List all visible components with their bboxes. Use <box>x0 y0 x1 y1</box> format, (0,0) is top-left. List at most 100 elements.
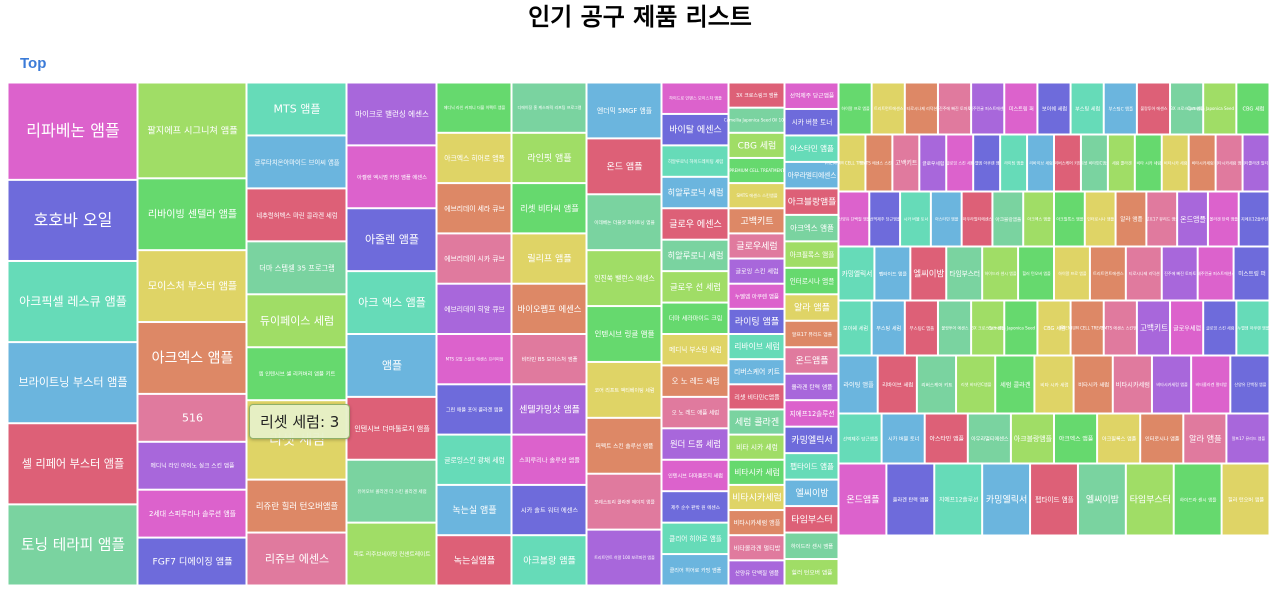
treemap-tile[interactable]: 아크블랑앰플 <box>1010 413 1055 464</box>
treemap-tile[interactable]: 티로시나제 리덕션 <box>1125 246 1162 301</box>
treemap-tile[interactable]: 엘씨이밤 <box>910 246 947 301</box>
treemap-tile[interactable]: 브라이트닝 부스터 앰플 <box>7 342 138 424</box>
treemap-tile[interactable]: 글루타치온아마이드 브이씨 앰플 <box>246 135 347 189</box>
treemap-tile[interactable]: 센텔카밍샷 앰플 <box>511 384 587 435</box>
treemap-tile[interactable]: 온드앰플 <box>1177 191 1208 247</box>
treemap-tile[interactable]: PREMIUM CELL TREATMENT <box>728 157 785 184</box>
treemap-tile[interactable]: 하이드라 센시 앰플 <box>784 532 839 560</box>
treemap-tile[interactable]: 리쥬란 힐러 턴오버앰플 <box>246 479 347 533</box>
treemap-tile[interactable]: 엘씨이밤 <box>1077 463 1126 536</box>
treemap-tile[interactable]: 코어 리프트 액티베이팅 세럼 <box>586 361 662 418</box>
treemap-tile[interactable]: 아크픽셀 레스큐 앰플 <box>7 260 138 343</box>
treemap-tile[interactable]: 글로잉 스킨 세럼 <box>1203 300 1237 356</box>
treemap-tile[interactable]: 보이쉐 세럼 <box>1037 82 1071 135</box>
treemap-tile[interactable]: 라이팅 앰플 <box>1000 134 1028 192</box>
treemap-tile[interactable]: 엘씨이밤 <box>784 479 839 507</box>
treemap-tile[interactable]: 듀이페이스 세럼 <box>246 294 347 348</box>
treemap-tile[interactable]: 글로잉 스킨 세럼 <box>946 134 975 192</box>
treemap-tile[interactable]: Camellia Japonica Seed Oil 100% <box>724 107 790 133</box>
treemap-tile[interactable]: 비타시카 세럼 <box>1161 134 1189 192</box>
treemap-tile[interactable]: 아크엑스 앰플 <box>1023 191 1055 247</box>
treemap-tile[interactable]: 누벨엠 아쿠렌 앰플 <box>971 134 1003 192</box>
treemap-tile[interactable]: 카밍엘릭서 <box>982 463 1031 536</box>
treemap-tile[interactable]: 제주민귤 퍼스트에센스 <box>1197 246 1235 301</box>
treemap-tile[interactable]: 아크블랑앰플 <box>784 188 839 215</box>
treemap-tile[interactable]: 힐러 턴오버 앰플 <box>1221 463 1270 536</box>
treemap-tile[interactable]: 스피루리나 솔루션 앰플 <box>511 434 587 485</box>
treemap-tile[interactable]: 지에프12솔루션 <box>1238 191 1270 247</box>
treemap-tile[interactable]: 미스트링 퍼 <box>1233 246 1270 301</box>
treemap-tile[interactable]: 선먹제주 당근앰플 <box>784 82 839 109</box>
treemap-tile[interactable]: 지에프12솔루션 <box>784 400 839 427</box>
treemap-tile[interactable]: 티로시나제 리덕션 <box>904 82 938 135</box>
treemap-tile[interactable]: 비타 시카 세럼 <box>1134 134 1162 192</box>
treemap-tile[interactable]: 메디닉 라인 아이노 실크 스킨 앰플 <box>137 441 247 490</box>
treemap-tile[interactable]: 알프17 뮤리드 앰플 <box>1146 191 1180 247</box>
treemap-tile[interactable]: 시카 버블 토너 <box>900 191 931 247</box>
treemap-tile[interactable]: 글로우세럼 <box>1170 300 1204 356</box>
treemap-tile[interactable]: 힐러 턴오버 앰플 <box>784 559 839 586</box>
treemap-tile[interactable]: 리버스케어 키트 <box>916 355 957 414</box>
treemap-tile[interactable]: 비타시카세럼 앰플 <box>728 510 785 536</box>
treemap-tile[interactable]: 리바이브 세럼 <box>728 334 785 360</box>
treemap-tile[interactable]: 오 노 레드 세럼 <box>661 365 729 397</box>
treemap-tile[interactable]: 글로잉 스킨 세럼 <box>728 258 785 284</box>
treemap-tile[interactable]: 알라 앰플 <box>1115 191 1147 247</box>
treemap-tile[interactable]: 온드앰플 <box>838 463 887 536</box>
treemap-tile[interactable]: 리바이브 세럼 <box>1027 134 1054 192</box>
treemap-tile[interactable]: 팔지에프 시그니쳐 앰플 <box>137 82 247 179</box>
treemap-tile[interactable]: 아젤렌 엑시멈 카밍 앰플 에센스 <box>346 145 437 209</box>
treemap-tile[interactable]: 비타시카세럼 <box>1188 134 1216 192</box>
treemap-tile[interactable]: 하이드라 센시 앰플 <box>982 246 1019 301</box>
treemap-tile[interactable]: 산양유 단백질 앰플 <box>728 560 785 586</box>
treemap-tile[interactable]: 선먹제주 당근앰플 <box>869 191 901 247</box>
treemap-tile[interactable]: 메디닉 라인 커피니 더블 이펙트 앰플 <box>436 82 512 133</box>
treemap-tile[interactable]: 아크블랑 앰플 <box>511 535 587 586</box>
treemap-tile[interactable]: 클리어 히어로 앰플 <box>661 522 729 555</box>
treemap-tile[interactable]: 리버스케어 키트 <box>1054 134 1082 192</box>
treemap-tile[interactable]: 앰플 <box>346 334 437 397</box>
treemap-tile[interactable]: 온드 앰플 <box>586 138 662 195</box>
treemap-tile[interactable]: 하이드라 센시 앰플 <box>1173 463 1222 536</box>
treemap-tile[interactable]: 아크필록스 앰플 <box>1097 413 1141 464</box>
treemap-tile[interactable]: 하이알 프로 앰플 <box>838 82 872 135</box>
treemap-tile[interactable]: 하이알 프로 앰플 <box>1054 246 1090 301</box>
treemap-tile[interactable]: 비타시카세럼 <box>728 484 785 511</box>
treemap-tile[interactable]: 제주민귤 퍼스트에센스 <box>969 82 1008 135</box>
treemap-tile[interactable]: 516 <box>137 393 247 442</box>
treemap-tile[interactable]: 인진쑥 밸런스 에센스 <box>586 250 662 307</box>
treemap-tile[interactable]: 아크 엑스 앰플 <box>346 271 437 334</box>
treemap-tile[interactable]: 산양유 단백질 앰플 <box>838 191 871 247</box>
treemap-tile[interactable]: 타임부스터 <box>946 246 983 301</box>
treemap-tile[interactable]: 불랑투어 에센스 <box>937 300 972 356</box>
treemap-tile[interactable]: CBG 세럼 <box>728 132 785 158</box>
treemap-tile[interactable]: MTS 모발 스칼프 에센스 프리미엄 <box>436 334 512 385</box>
treemap-tile[interactable]: 비타시카세럼 앰플 <box>1214 134 1245 192</box>
treemap-tile[interactable]: 아크엑스 앰플 <box>1054 413 1098 464</box>
treemap-tile[interactable]: 아크엑스 앰플 <box>137 322 247 394</box>
treemap-tile[interactable]: 세럼 콜라겐 <box>1107 134 1135 192</box>
treemap-tile[interactable]: 글로우 에센스 <box>661 208 729 240</box>
treemap-tile[interactable]: 클리어 히어로 카밍 앰플 <box>661 554 729 586</box>
treemap-tile[interactable]: 시카 버블 토너 <box>784 108 839 136</box>
treemap-tile[interactable]: 카밍엘릭서 <box>838 246 875 301</box>
treemap-tile[interactable]: 펩타이드 앰플 <box>784 453 839 480</box>
treemap-tile[interactable]: 유어오브 콜라겐 더 스킨 콜라겐 세럼 <box>346 459 437 523</box>
treemap-tile[interactable]: 3X 크로스링크 앰플 <box>728 82 785 108</box>
treemap-tile[interactable]: 산양유 단백질 앰플 <box>1230 355 1270 414</box>
treemap-tile[interactable]: 비타시카 세럼 <box>728 459 785 485</box>
treemap-tile[interactable]: 비타시카세럼 앰플 <box>1151 355 1192 414</box>
treemap-tile[interactable]: 올라겐 탄력 앰플 <box>886 463 935 536</box>
treemap-tile[interactable]: 부스팅C 앰플 <box>904 300 938 356</box>
treemap-tile[interactable]: 엔더믹 5MGF 앰플 <box>586 82 662 139</box>
treemap-tile[interactable]: 펩타이드 앰플 <box>1030 463 1078 536</box>
treemap-tile[interactable]: 아스타민 앰플 <box>924 413 968 464</box>
treemap-tile[interactable]: 엠 인텐시브 셀 리커버리 앰플 키트 <box>246 347 347 401</box>
treemap-tile[interactable]: 제주 순수 판박 원 에센스 <box>661 491 729 523</box>
treemap-tile[interactable]: 아우라멀티에센스 <box>784 161 839 189</box>
treemap-tile[interactable]: 고백키트 <box>1136 300 1171 356</box>
treemap-tile[interactable]: CBG 세럼 <box>1236 82 1270 135</box>
treemap-tile[interactable]: 그린 애플 포어 콜라겐 앰플 <box>436 384 512 435</box>
treemap-tile[interactable]: 인터로시나 앰플 <box>1140 413 1184 464</box>
treemap-tile[interactable]: 알라 앰플 <box>784 294 839 321</box>
